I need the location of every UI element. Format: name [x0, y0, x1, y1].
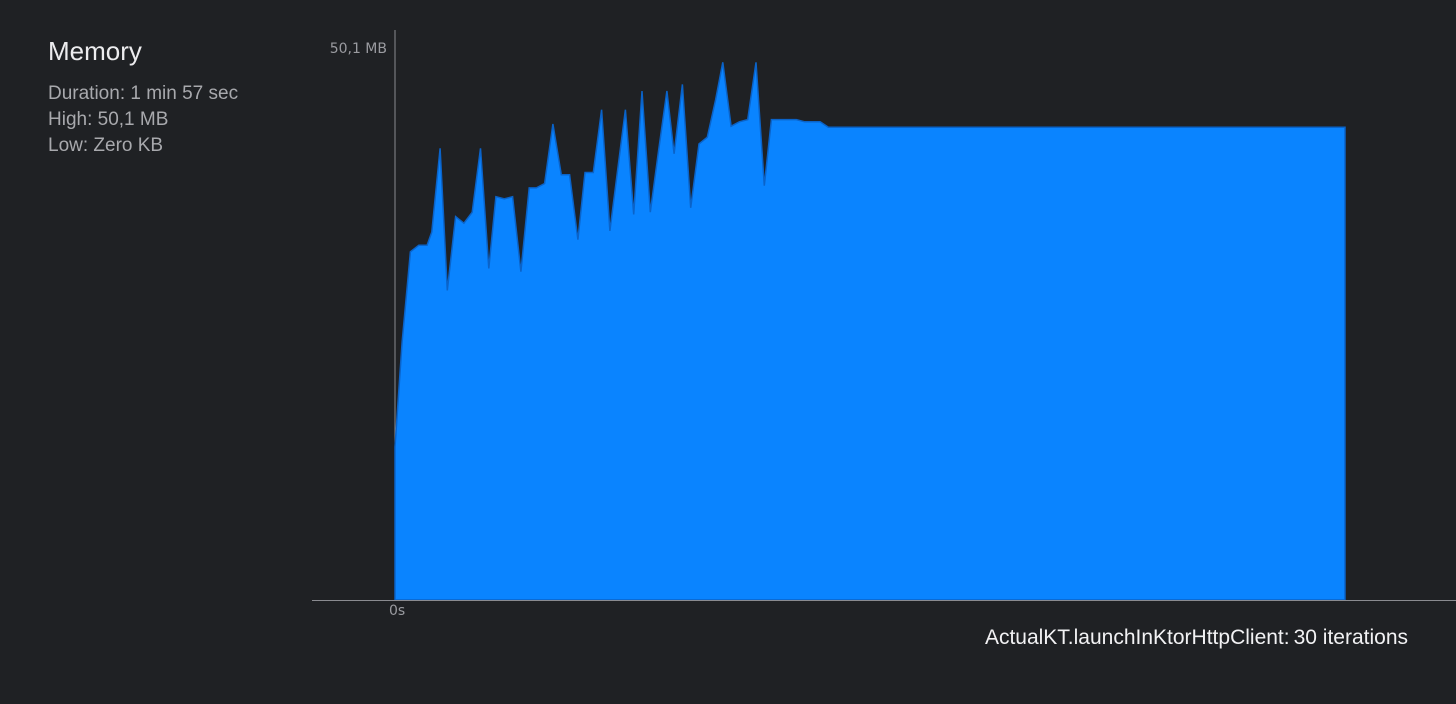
summary-title: Memory	[48, 36, 142, 66]
low-text: Low: Zero KB	[48, 135, 164, 156]
test-name: ActualKT.launchInKtorHttpClient:	[984, 626, 1290, 649]
duration-text: Duration: 1 min 57 sec	[48, 83, 239, 104]
test-footer: ActualKT.launchInKtorHttpClient: 30 itera…	[985, 626, 1408, 650]
y-tick-label: 50,1 MB	[330, 41, 387, 57]
memory-area-series	[394, 62, 1346, 601]
high-text: High: 50,1 MB	[48, 109, 169, 130]
memory-summary: Memory Duration: 1 min 57 sec High: 50,1…	[48, 36, 238, 159]
iterations-count: 30 iterations	[1293, 626, 1408, 649]
x-tick-label: 0s	[389, 603, 405, 619]
